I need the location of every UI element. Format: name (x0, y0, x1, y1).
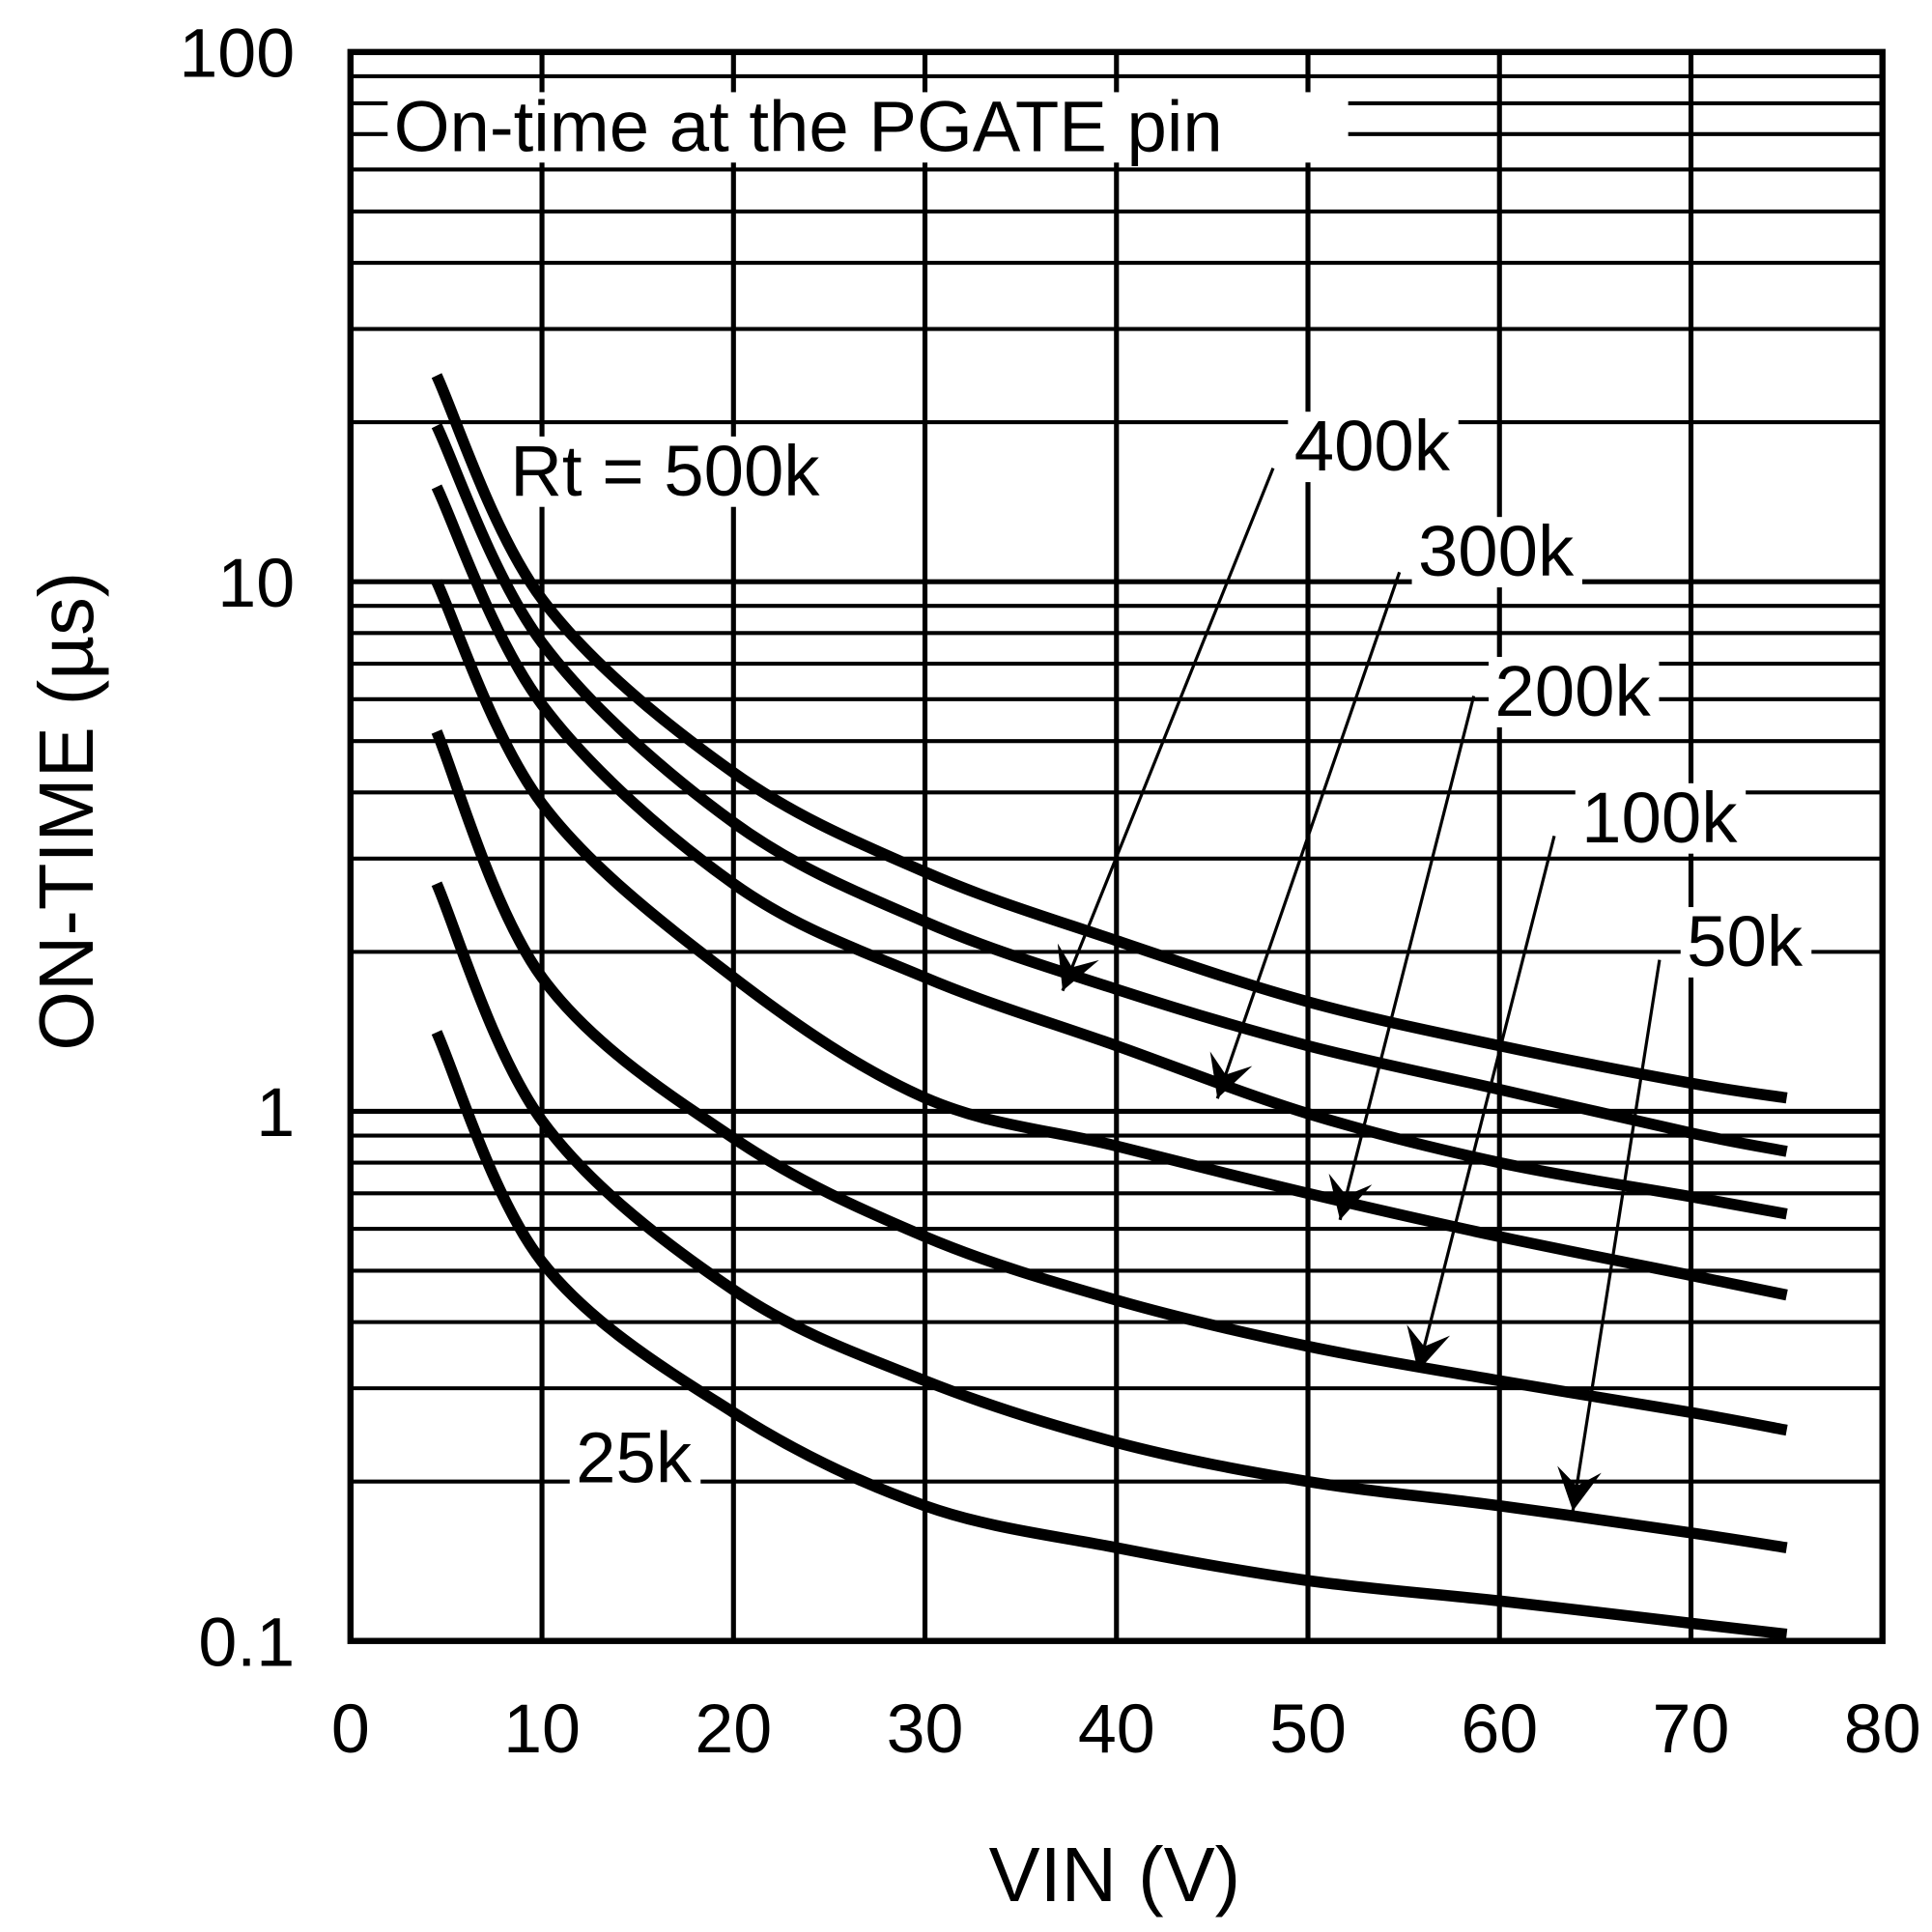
series-label-100k-background (1575, 782, 1747, 854)
chart-title-background (387, 92, 1349, 163)
curves (431, 373, 1788, 1640)
y-tick-labels: 0.1 1 10 100 (179, 14, 295, 1681)
series-label-200k-background (1489, 657, 1660, 727)
arrow-100k (1416, 835, 1556, 1372)
x-axis-title: VIN (V) (989, 1832, 1241, 1918)
curve-100k (431, 729, 1788, 1436)
arrow-400k (1061, 468, 1275, 992)
arrow-300k-head (1209, 1051, 1253, 1099)
curve-300k (431, 484, 1788, 1220)
y-axis-title: ON-TIME (µs) (23, 572, 109, 1051)
series-label-300k-background (1411, 517, 1582, 588)
y-tick-label: 100 (179, 14, 295, 92)
x-tick-label: 80 (1844, 1690, 1921, 1768)
curve-50k (431, 881, 1788, 1553)
plot-border (347, 48, 1886, 1644)
x-tick-label: 70 (1653, 1690, 1730, 1768)
arrow-50k-head (1557, 1465, 1602, 1512)
arrow-300k (1215, 571, 1402, 1099)
x-tick-label: 10 (503, 1690, 581, 1768)
y-tick-label: 10 (217, 545, 295, 622)
curve-25k (431, 1030, 1788, 1640)
annotations: On-time at the PGATE pin Rt = 500k 400k 300… (387, 86, 1812, 1512)
series-label-200k: 200k (1494, 651, 1651, 731)
series-label-500k: Rt = 500k (510, 431, 820, 511)
y-tick-label: 1 (256, 1074, 295, 1151)
series-label-400k-background (1288, 412, 1459, 483)
chart-title: On-time at the PGATE pin (394, 86, 1223, 166)
series-label-400k: 400k (1294, 406, 1451, 486)
series-label-25k: 25k (576, 1418, 693, 1498)
x-tick-label: 30 (887, 1690, 964, 1768)
series-label-500k-background (503, 436, 872, 507)
series-label-50k-background (1680, 907, 1812, 978)
series-label-300k: 300k (1418, 511, 1575, 591)
x-tick-label: 40 (1078, 1690, 1155, 1768)
x-tick-label: 60 (1461, 1690, 1538, 1768)
x-tick-labels: 0 10 20 30 40 50 60 70 80 (331, 1690, 1921, 1768)
x-tick-label: 0 (331, 1690, 370, 1768)
curve-200k (431, 579, 1788, 1301)
y-tick-label: 0.1 (198, 1604, 295, 1681)
arrow-100k-head (1406, 1324, 1451, 1372)
series-label-100k: 100k (1581, 778, 1738, 858)
curve-500k (431, 373, 1788, 1104)
arrow-200k-head (1328, 1173, 1373, 1220)
x-tick-label: 20 (695, 1690, 772, 1768)
arrow-400k-head (1057, 943, 1099, 991)
arrow-50k (1571, 959, 1662, 1512)
curve-400k (431, 423, 1788, 1157)
series-label-50k: 50k (1687, 901, 1804, 981)
series-label-25k-background (569, 1423, 701, 1494)
arrow-200k (1338, 696, 1476, 1221)
x-tick-label: 50 (1269, 1690, 1347, 1768)
